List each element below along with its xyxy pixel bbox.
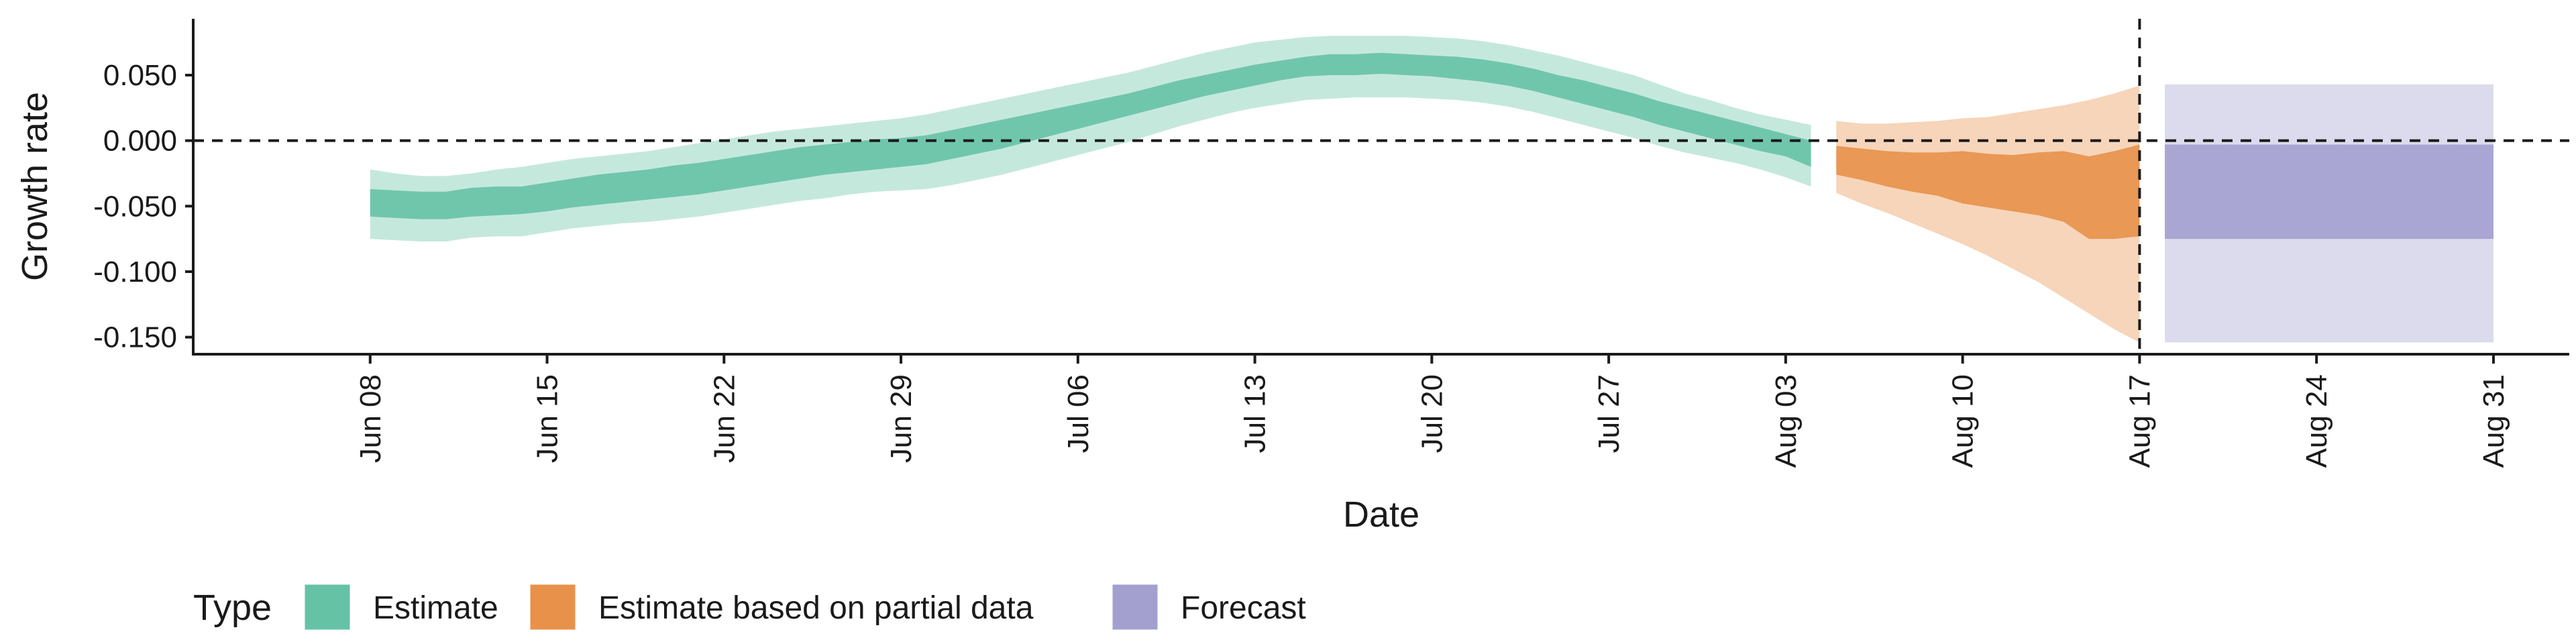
y-axis-title: Growth rate (15, 92, 55, 281)
x-tick-label: Jul 13 (1239, 374, 1272, 453)
legend-title: Type (193, 588, 272, 628)
legend-label: Estimate based on partial data (598, 590, 1034, 626)
x-tick-label: Jun 15 (531, 374, 564, 463)
y-tick-label: -0.050 (93, 190, 177, 223)
ribbon-inner-series-0 (370, 52, 1811, 219)
y-tick-label: -0.100 (93, 256, 177, 288)
x-tick-label: Aug 03 (1770, 374, 1803, 468)
x-tick-label: Aug 17 (2123, 374, 2156, 468)
legend-swatch (305, 584, 350, 630)
x-tick-label: Jul 06 (1062, 374, 1095, 453)
x-tick-label: Jun 08 (354, 374, 387, 463)
legend-item: Estimate (305, 584, 498, 630)
y-tick-label: -0.150 (93, 321, 177, 354)
x-tick-label: Aug 31 (2477, 374, 2510, 468)
legend-label: Estimate (373, 590, 498, 626)
ribbon-layer (370, 36, 2493, 343)
x-tick-label: Aug 24 (2300, 374, 2333, 468)
reference-lines (193, 19, 2569, 354)
legend-item: Estimate based on partial data (530, 584, 1034, 630)
x-tick-label: Jul 27 (1593, 374, 1625, 453)
y-tick-label: 0.000 (103, 125, 177, 158)
ribbon-outer-series-0 (370, 36, 1811, 242)
legend-swatch (1112, 584, 1158, 630)
ribbon-inner-series-2 (2165, 144, 2493, 239)
x-tick-label: Jul 20 (1415, 374, 1448, 453)
legend-item: Forecast (1112, 584, 1306, 630)
x-tick-label: Aug 10 (1947, 374, 1980, 468)
x-axis-title: Date (1343, 494, 1419, 535)
axes: 0.050 0.000 -0.050 -0.100 -0.150 Jun 08 Jun 15… (93, 19, 2569, 468)
x-tick-label: Jun 22 (708, 374, 741, 463)
legend-label: Forecast (1181, 590, 1306, 626)
x-tick-label: Jun 29 (885, 374, 918, 463)
legend-swatch (530, 584, 576, 630)
ribbon-outer-series-1 (1836, 85, 2140, 343)
legend: Type Estimate Estimate based on partial d… (193, 584, 1306, 630)
y-tick-label: 0.050 (103, 59, 177, 92)
ribbon-inner-series-1 (1836, 144, 2140, 239)
